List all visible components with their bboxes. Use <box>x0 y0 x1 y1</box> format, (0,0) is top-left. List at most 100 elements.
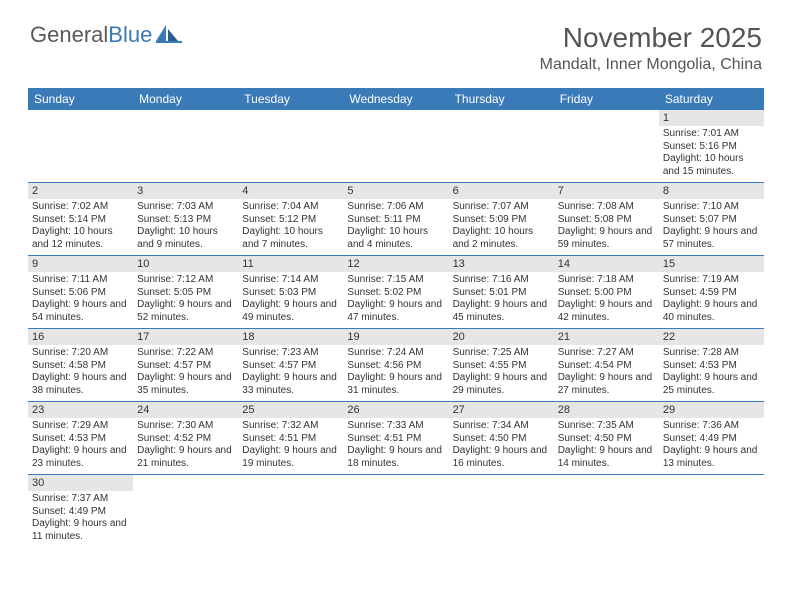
day-number: 29 <box>659 402 764 418</box>
weekday-header: Sunday <box>28 88 133 110</box>
day-number: 8 <box>659 183 764 199</box>
calendar-cell: 15Sunrise: 7:19 AMSunset: 4:59 PMDayligh… <box>659 256 764 329</box>
day-details: Sunrise: 7:02 AMSunset: 5:14 PMDaylight:… <box>28 199 133 255</box>
day-details: Sunrise: 7:12 AMSunset: 5:05 PMDaylight:… <box>133 272 238 328</box>
day-details: Sunrise: 7:33 AMSunset: 4:51 PMDaylight:… <box>343 418 448 474</box>
weekday-header: Wednesday <box>343 88 448 110</box>
day-number: 27 <box>449 402 554 418</box>
page-subtitle: Mandalt, Inner Mongolia, China <box>540 56 762 74</box>
day-details: Sunrise: 7:25 AMSunset: 4:55 PMDaylight:… <box>449 345 554 401</box>
calendar-table: SundayMondayTuesdayWednesdayThursdayFrid… <box>28 88 764 547</box>
calendar-cell <box>238 475 343 548</box>
day-details: Sunrise: 7:28 AMSunset: 4:53 PMDaylight:… <box>659 345 764 401</box>
day-number: 30 <box>28 475 133 491</box>
calendar-cell <box>449 475 554 548</box>
day-details: Sunrise: 7:11 AMSunset: 5:06 PMDaylight:… <box>28 272 133 328</box>
calendar-week-row: 16Sunrise: 7:20 AMSunset: 4:58 PMDayligh… <box>28 329 764 402</box>
day-number: 2 <box>28 183 133 199</box>
sail-icon <box>156 23 182 48</box>
calendar-cell: 9Sunrise: 7:11 AMSunset: 5:06 PMDaylight… <box>28 256 133 329</box>
weekday-header: Monday <box>133 88 238 110</box>
calendar-cell <box>343 475 448 548</box>
calendar-cell: 14Sunrise: 7:18 AMSunset: 5:00 PMDayligh… <box>554 256 659 329</box>
calendar-cell <box>28 110 133 183</box>
calendar-cell: 17Sunrise: 7:22 AMSunset: 4:57 PMDayligh… <box>133 329 238 402</box>
day-details: Sunrise: 7:34 AMSunset: 4:50 PMDaylight:… <box>449 418 554 474</box>
weekday-header: Tuesday <box>238 88 343 110</box>
day-details: Sunrise: 7:24 AMSunset: 4:56 PMDaylight:… <box>343 345 448 401</box>
calendar-cell: 5Sunrise: 7:06 AMSunset: 5:11 PMDaylight… <box>343 183 448 256</box>
calendar-cell: 1Sunrise: 7:01 AMSunset: 5:16 PMDaylight… <box>659 110 764 183</box>
day-number: 28 <box>554 402 659 418</box>
title-block: November 2025 Mandalt, Inner Mongolia, C… <box>540 22 762 74</box>
weekday-header: Saturday <box>659 88 764 110</box>
calendar-cell: 29Sunrise: 7:36 AMSunset: 4:49 PMDayligh… <box>659 402 764 475</box>
day-number: 16 <box>28 329 133 345</box>
day-number: 4 <box>238 183 343 199</box>
day-details: Sunrise: 7:07 AMSunset: 5:09 PMDaylight:… <box>449 199 554 255</box>
calendar-cell: 23Sunrise: 7:29 AMSunset: 4:53 PMDayligh… <box>28 402 133 475</box>
day-details: Sunrise: 7:19 AMSunset: 4:59 PMDaylight:… <box>659 272 764 328</box>
calendar-cell: 26Sunrise: 7:33 AMSunset: 4:51 PMDayligh… <box>343 402 448 475</box>
day-number: 6 <box>449 183 554 199</box>
weekday-header: Thursday <box>449 88 554 110</box>
day-number: 10 <box>133 256 238 272</box>
day-details: Sunrise: 7:16 AMSunset: 5:01 PMDaylight:… <box>449 272 554 328</box>
day-details: Sunrise: 7:37 AMSunset: 4:49 PMDaylight:… <box>28 491 133 547</box>
day-number: 13 <box>449 256 554 272</box>
day-details: Sunrise: 7:14 AMSunset: 5:03 PMDaylight:… <box>238 272 343 328</box>
calendar-week-row: 23Sunrise: 7:29 AMSunset: 4:53 PMDayligh… <box>28 402 764 475</box>
day-number: 23 <box>28 402 133 418</box>
day-number: 14 <box>554 256 659 272</box>
day-details: Sunrise: 7:32 AMSunset: 4:51 PMDaylight:… <box>238 418 343 474</box>
day-details: Sunrise: 7:03 AMSunset: 5:13 PMDaylight:… <box>133 199 238 255</box>
calendar-cell: 16Sunrise: 7:20 AMSunset: 4:58 PMDayligh… <box>28 329 133 402</box>
calendar-cell: 3Sunrise: 7:03 AMSunset: 5:13 PMDaylight… <box>133 183 238 256</box>
day-details: Sunrise: 7:08 AMSunset: 5:08 PMDaylight:… <box>554 199 659 255</box>
day-number: 26 <box>343 402 448 418</box>
calendar-cell: 22Sunrise: 7:28 AMSunset: 4:53 PMDayligh… <box>659 329 764 402</box>
day-details: Sunrise: 7:10 AMSunset: 5:07 PMDaylight:… <box>659 199 764 255</box>
calendar-cell: 21Sunrise: 7:27 AMSunset: 4:54 PMDayligh… <box>554 329 659 402</box>
day-details: Sunrise: 7:35 AMSunset: 4:50 PMDaylight:… <box>554 418 659 474</box>
logo-text-blue: Blue <box>108 22 152 48</box>
day-details: Sunrise: 7:30 AMSunset: 4:52 PMDaylight:… <box>133 418 238 474</box>
calendar-cell: 12Sunrise: 7:15 AMSunset: 5:02 PMDayligh… <box>343 256 448 329</box>
calendar-cell <box>133 475 238 548</box>
day-details: Sunrise: 7:27 AMSunset: 4:54 PMDaylight:… <box>554 345 659 401</box>
day-number: 15 <box>659 256 764 272</box>
day-number: 1 <box>659 110 764 126</box>
logo-text-general: General <box>30 22 108 48</box>
day-details: Sunrise: 7:04 AMSunset: 5:12 PMDaylight:… <box>238 199 343 255</box>
weekday-header: Friday <box>554 88 659 110</box>
day-details: Sunrise: 7:20 AMSunset: 4:58 PMDaylight:… <box>28 345 133 401</box>
calendar-cell: 25Sunrise: 7:32 AMSunset: 4:51 PMDayligh… <box>238 402 343 475</box>
day-number: 24 <box>133 402 238 418</box>
calendar-week-row: 2Sunrise: 7:02 AMSunset: 5:14 PMDaylight… <box>28 183 764 256</box>
day-number: 17 <box>133 329 238 345</box>
calendar-cell <box>659 475 764 548</box>
calendar-body: 1Sunrise: 7:01 AMSunset: 5:16 PMDaylight… <box>28 110 764 547</box>
calendar-cell: 28Sunrise: 7:35 AMSunset: 4:50 PMDayligh… <box>554 402 659 475</box>
calendar-cell: 4Sunrise: 7:04 AMSunset: 5:12 PMDaylight… <box>238 183 343 256</box>
calendar-cell: 13Sunrise: 7:16 AMSunset: 5:01 PMDayligh… <box>449 256 554 329</box>
calendar-cell: 7Sunrise: 7:08 AMSunset: 5:08 PMDaylight… <box>554 183 659 256</box>
weekday-header-row: SundayMondayTuesdayWednesdayThursdayFrid… <box>28 88 764 110</box>
header: General Blue November 2025 Mandalt, Inne… <box>0 0 792 82</box>
calendar-week-row: 9Sunrise: 7:11 AMSunset: 5:06 PMDaylight… <box>28 256 764 329</box>
day-details: Sunrise: 7:15 AMSunset: 5:02 PMDaylight:… <box>343 272 448 328</box>
logo: General Blue <box>30 22 182 48</box>
day-number: 18 <box>238 329 343 345</box>
day-number: 20 <box>449 329 554 345</box>
day-number: 25 <box>238 402 343 418</box>
day-number: 3 <box>133 183 238 199</box>
day-details: Sunrise: 7:36 AMSunset: 4:49 PMDaylight:… <box>659 418 764 474</box>
day-details: Sunrise: 7:06 AMSunset: 5:11 PMDaylight:… <box>343 199 448 255</box>
calendar-cell: 6Sunrise: 7:07 AMSunset: 5:09 PMDaylight… <box>449 183 554 256</box>
calendar-cell: 10Sunrise: 7:12 AMSunset: 5:05 PMDayligh… <box>133 256 238 329</box>
calendar-cell <box>554 475 659 548</box>
calendar-cell <box>343 110 448 183</box>
day-number: 21 <box>554 329 659 345</box>
calendar-cell <box>133 110 238 183</box>
day-number: 7 <box>554 183 659 199</box>
